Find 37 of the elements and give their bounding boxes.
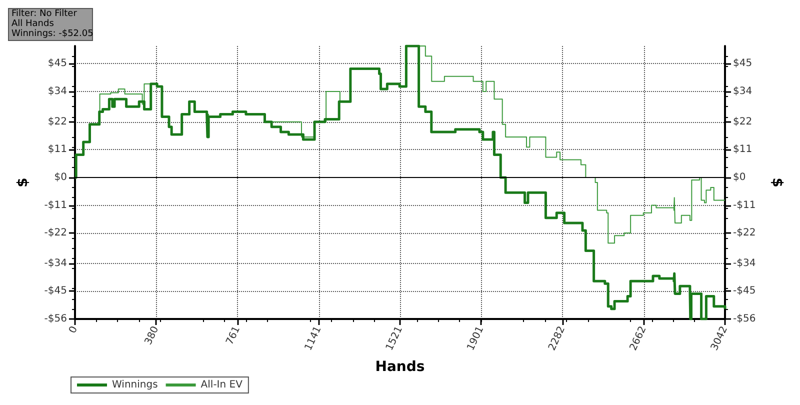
y2-tick-label: -$34 — [733, 258, 756, 269]
y2-axis-title: $ — [769, 178, 785, 188]
y-tick-label: -$45 — [44, 286, 67, 297]
x-tick-label: 2662 — [628, 324, 649, 352]
y2-tick-label: $34 — [733, 86, 752, 97]
legend-label: All-In EV — [200, 380, 243, 390]
y2-tick-label: -$11 — [733, 200, 756, 211]
y-tick-label: -$56 — [44, 314, 67, 324]
y-tick-label: -$34 — [44, 258, 67, 269]
y-tick-label: $11 — [48, 144, 67, 156]
y-tick-label: $45 — [48, 58, 67, 70]
y2-tick-label: -$45 — [733, 286, 756, 297]
y2-tick-label: $11 — [733, 144, 752, 156]
text: Winnings: -$52.05 — [12, 29, 94, 39]
text: Filter: No Filter — [12, 9, 78, 19]
x-tick-label: 1521 — [384, 324, 405, 352]
y-tick-label: $22 — [48, 116, 67, 128]
x-tick-label: 761 — [224, 324, 243, 347]
x-tick-label: 380 — [143, 324, 162, 347]
legend-label: Winnings — [112, 380, 158, 390]
x-axis-title: Hands — [375, 358, 425, 375]
y2-tick-label: -$22 — [733, 228, 756, 239]
x-tick-label: 2282 — [546, 324, 568, 352]
y-tick-label: -$22 — [44, 228, 67, 239]
y2-tick-label: $22 — [733, 116, 752, 128]
y2-tick-label: -$56 — [733, 314, 756, 324]
y-tick-label: $0 — [54, 172, 67, 183]
x-tick-label: 1141 — [303, 324, 324, 352]
y2-tick-label: $0 — [733, 172, 746, 183]
text: All Hands — [12, 19, 54, 29]
y-tick-label: $34 — [48, 86, 67, 97]
y2-tick-label: $45 — [733, 58, 752, 70]
x-tick-label: 1901 — [465, 324, 486, 352]
x-tick-label: 3042 — [709, 324, 730, 352]
y-tick-label: -$11 — [44, 200, 67, 211]
x-tick-label: 0 — [67, 324, 80, 336]
y-axis-title: $ — [15, 178, 31, 188]
